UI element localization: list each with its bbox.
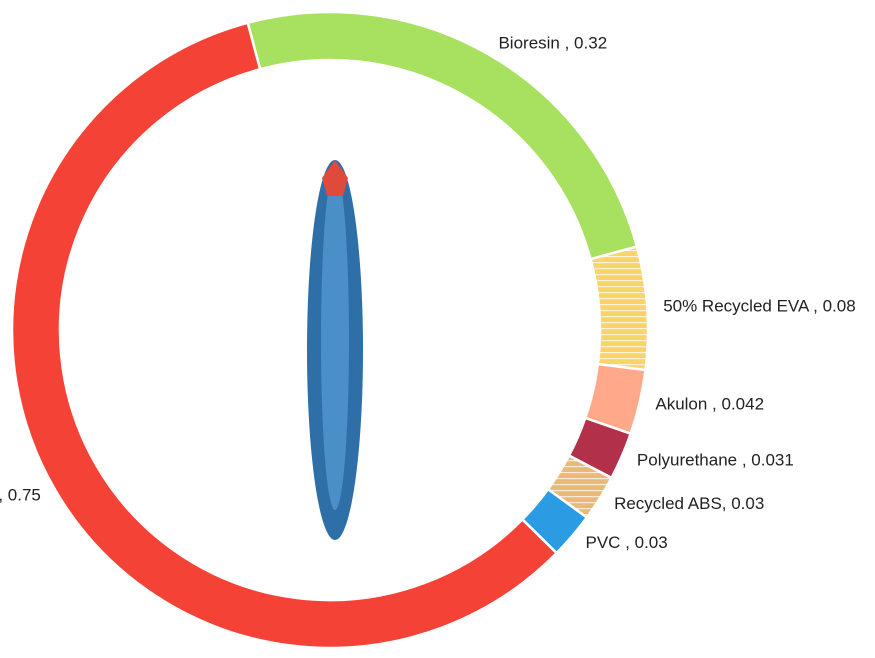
slice-label: Polyurethane , 0.031 — [637, 450, 794, 469]
slice-label: EPS , 0.75 — [0, 486, 41, 505]
page: Bioresin , 0.32 50% Recycled EVA , 0.08 Ak… — [0, 0, 875, 658]
slice-label: Recycled ABS, 0.03 — [614, 494, 764, 513]
chart: Bioresin , 0.32 50% Recycled EVA , 0.08 Ak… — [0, 0, 875, 658]
paddle-board-image — [307, 160, 363, 540]
slice-label: 50% Recycled EVA , 0.08 — [663, 297, 855, 316]
slice-label: Bioresin , 0.32 — [498, 33, 607, 52]
slice-label: Akulon , 0.042 — [655, 394, 764, 413]
donut-slice — [591, 247, 648, 370]
donut-slice — [12, 23, 557, 648]
slice-label: PVC , 0.03 — [586, 533, 668, 552]
